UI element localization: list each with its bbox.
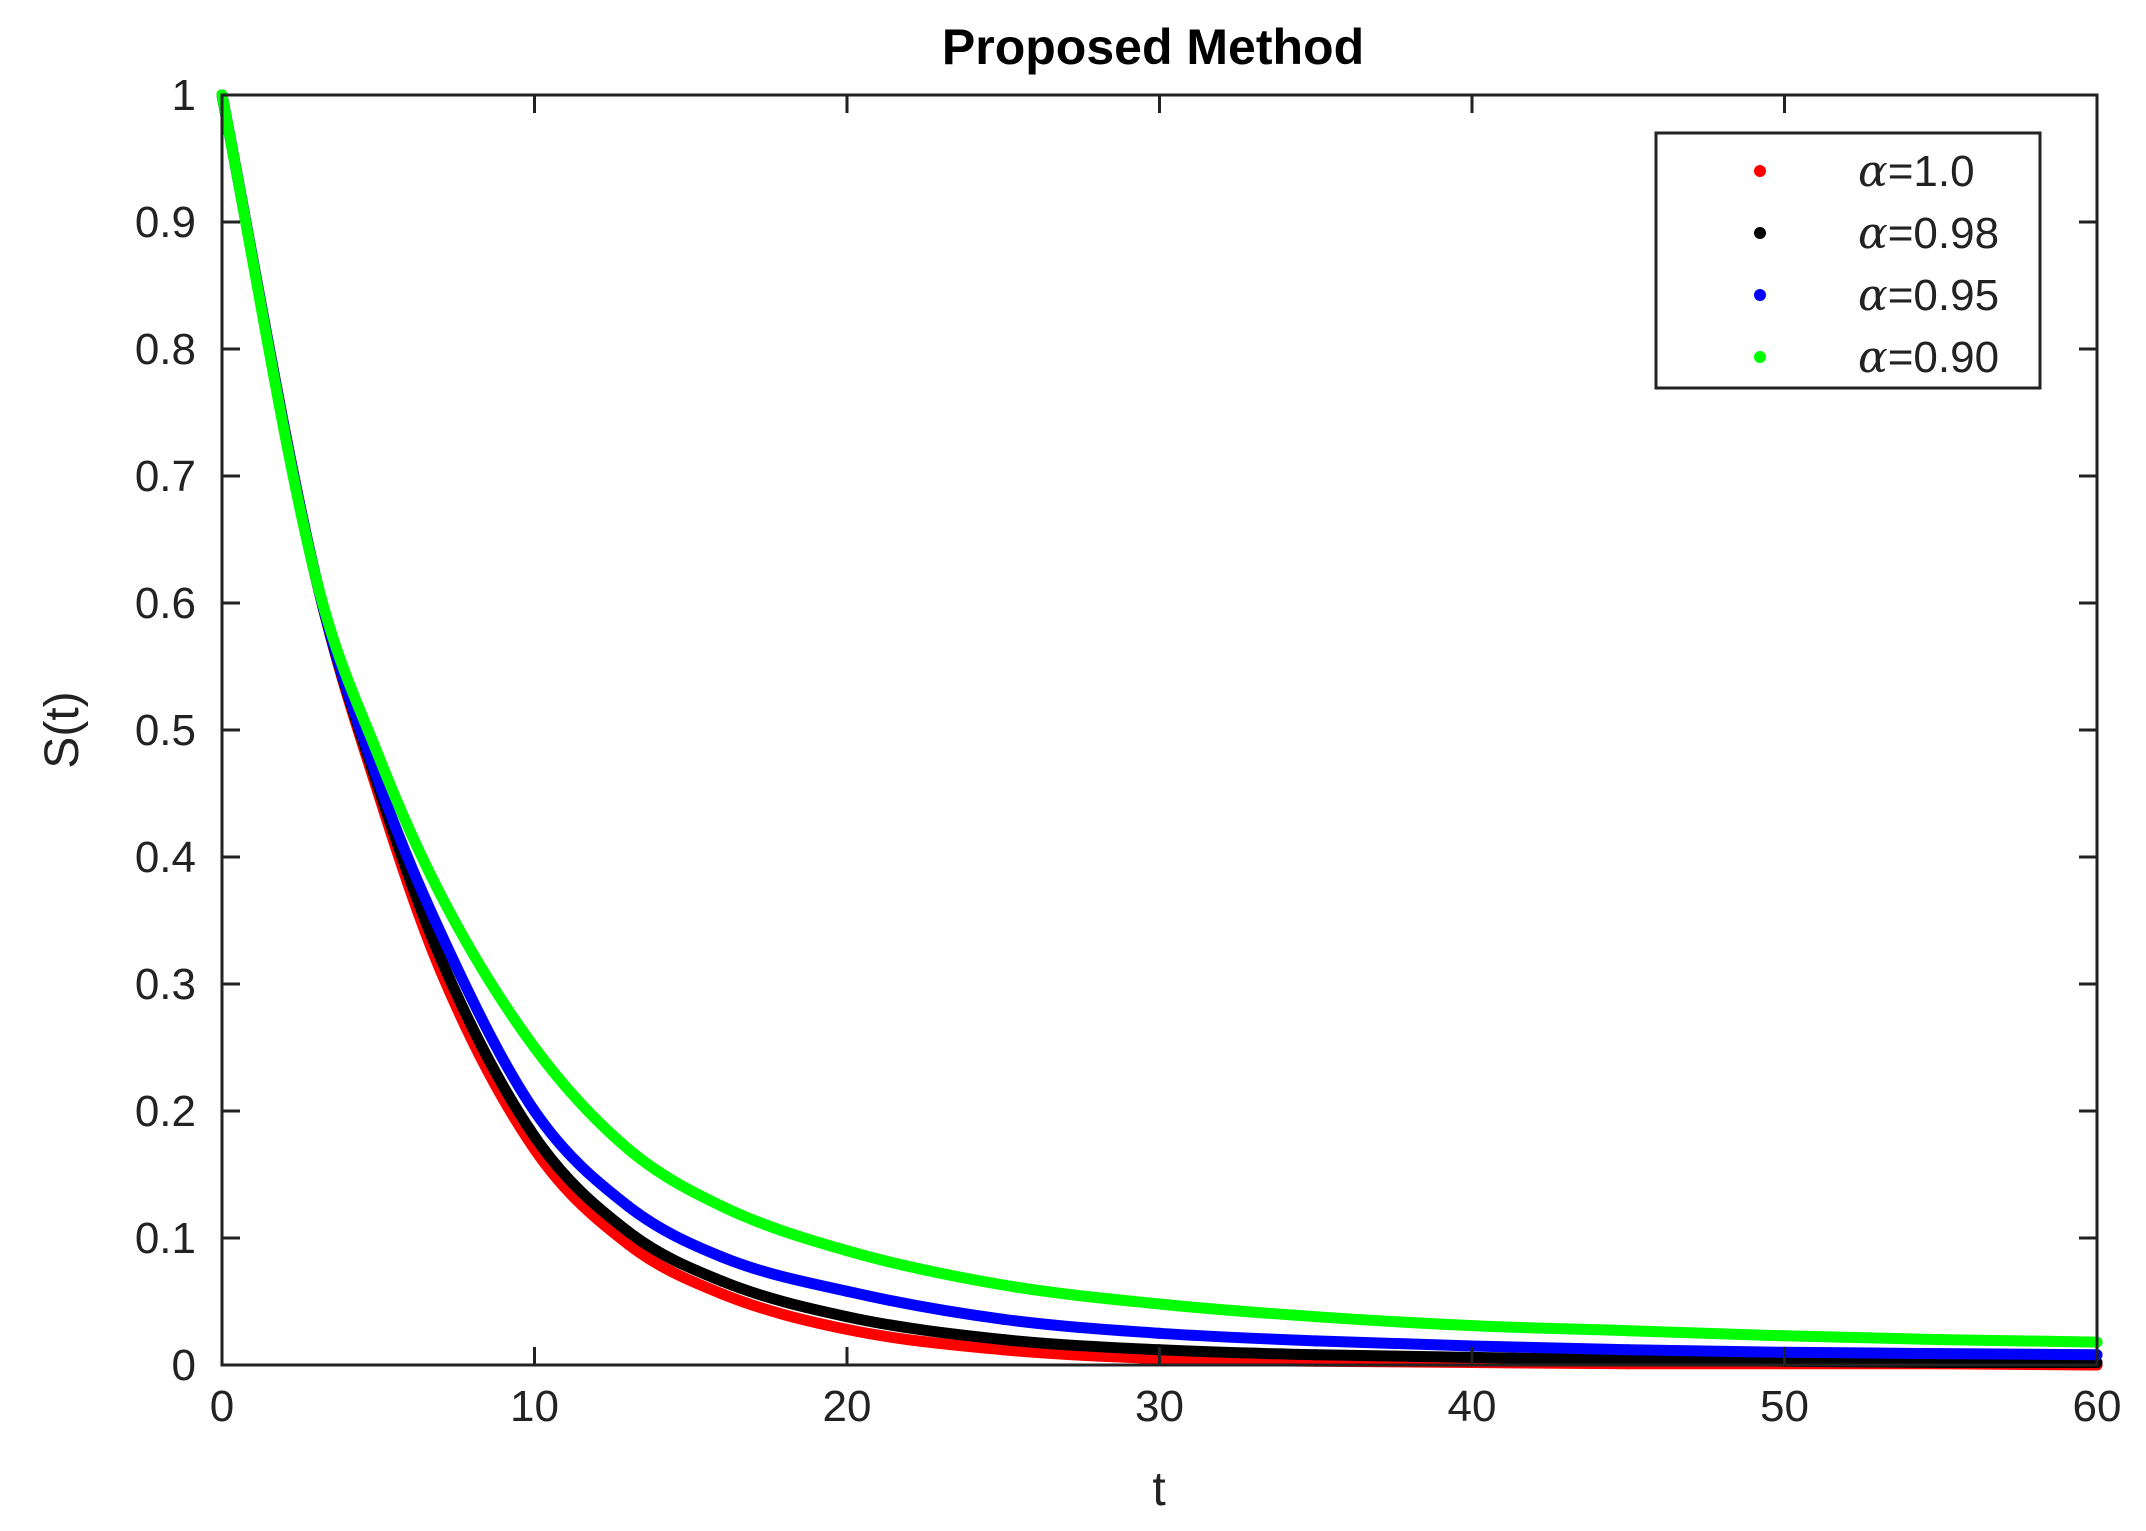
y-axis-label: S(t) [36,691,89,768]
legend-value: =0.98 [1888,209,1999,258]
data-point [1310,1335,1322,1347]
data-point [716,1200,728,1212]
legend-marker [1754,289,1766,301]
data-point [310,572,322,584]
y-tick-label: 0 [172,1341,196,1390]
data-point [841,1245,853,1257]
series-line [216,89,2103,1361]
series-4 [216,89,2103,1348]
data-point [1466,1320,1478,1332]
data-point [1622,1354,1634,1366]
data-point [841,1285,853,1297]
legend-box [1654,131,2042,390]
data-point [1466,1340,1478,1352]
legend-value: =0.90 [1888,333,1999,382]
series-line [216,89,2103,1348]
data-point [716,1288,728,1300]
y-tick-label: 0.9 [135,198,196,247]
y-tick-label: 0.2 [135,1087,196,1136]
y-tick-label: 0.1 [135,1214,196,1263]
x-tick-label: 0 [210,1382,234,1431]
data-point [841,1311,853,1323]
data-point [1622,1344,1634,1356]
legend-label: α=0.98 [1858,208,1999,259]
legend-marker [1754,227,1766,239]
legend-marker [1754,351,1766,363]
x-tick-label: 60 [2073,1382,2122,1431]
legend-alpha-symbol: α [1858,270,1888,321]
y-tick-label: 0.3 [135,960,196,1009]
legend-label: α=0.95 [1858,270,1999,321]
chart-title: Proposed Method [942,19,1364,75]
data-point [997,1279,1009,1291]
legend-label: α=0.90 [1858,332,1999,383]
data-point [997,1334,1009,1346]
x-tick-label: 10 [510,1382,559,1431]
data-point [1310,1311,1322,1323]
data-point [841,1323,853,1335]
axis-ticks: 0 10 20 30 40 50 60 0 0.1 0.2 0.3 0.4 0.5 0.6 0.7 0.8 0.… [135,71,2122,1431]
legend-item: α=1.0 [1754,146,1975,197]
legend: α=1.0α=0.98α=0.95α=0.90 [1654,131,2042,390]
data-point [622,1226,634,1238]
legend-value: =0.95 [1888,271,1999,320]
legend-item: α=0.90 [1754,332,1999,383]
legend-item: α=0.95 [1754,270,1999,321]
legend-alpha-symbol: α [1858,146,1888,197]
data-point [372,749,384,761]
data-point [1154,1298,1165,1310]
y-tick-label: 0.6 [135,579,196,628]
data-point [622,1143,634,1155]
x-tick-label: 40 [1448,1382,1497,1431]
data-point [997,1344,1009,1356]
x-tick-label: 50 [1760,1382,1809,1431]
data-point [622,1238,634,1250]
legend-alpha-symbol: α [1858,332,1888,383]
x-axis-label: t [1152,1463,1165,1516]
legend-marker [1754,165,1766,177]
x-tick-label: 30 [1135,1382,1184,1431]
data-point [435,927,447,939]
data-point [435,953,447,965]
data-point [1622,1325,1634,1337]
legend-label: α=1.0 [1858,146,1975,197]
data-point [529,1042,540,1053]
data-point [1935,1348,1947,1360]
data-point [372,775,384,787]
data-point [1154,1327,1165,1339]
y-tick-label: 0.4 [135,833,196,882]
data-point [997,1313,1009,1325]
data-point [716,1275,728,1287]
y-tick-label: 0.5 [135,706,196,755]
y-tick-label: 0.7 [135,452,196,501]
data-point [622,1200,634,1212]
data-point [1310,1349,1322,1361]
legend-item: α=0.98 [1754,208,1999,259]
legend-value: =1.0 [1888,147,1975,196]
data-point [716,1251,728,1263]
data-point [529,1105,540,1117]
data-point [1935,1334,1947,1346]
data-point [435,889,447,901]
data-point [1779,1330,1790,1342]
data-point [529,1130,540,1142]
y-tick-label: 1 [172,71,196,120]
y-tick-label: 0.8 [135,325,196,374]
legend-alpha-symbol: α [1858,208,1888,259]
x-tick-label: 20 [823,1382,872,1431]
